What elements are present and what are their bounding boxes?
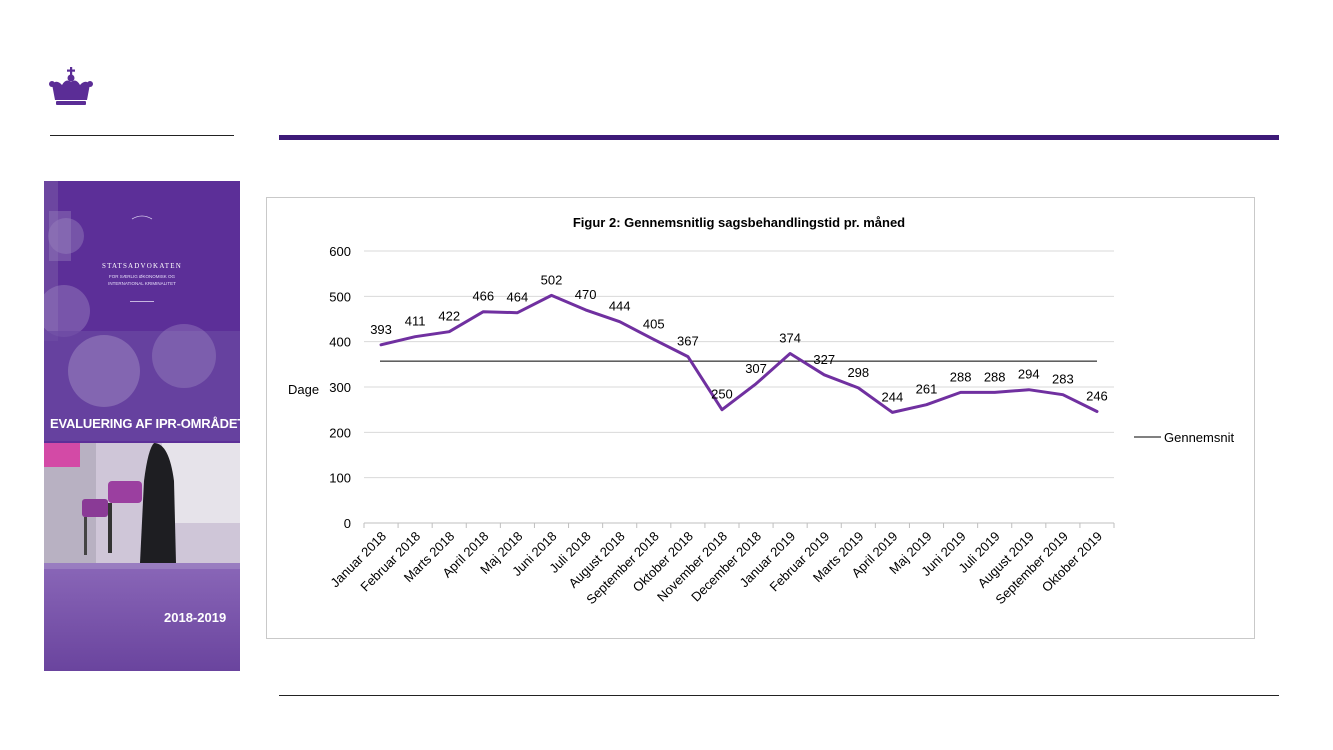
data-label: 261	[916, 382, 938, 397]
crown-logo-icon	[49, 67, 93, 105]
cover-brand: STATSADVOKATEN	[101, 262, 183, 270]
y-tick-label: 500	[329, 289, 351, 304]
series-line	[379, 293, 1099, 414]
data-label: 307	[745, 361, 767, 376]
cover-title: EVALUERING AF IPR-OMRÅDET	[50, 416, 240, 431]
data-label: 298	[847, 365, 869, 380]
data-label: 294	[1018, 367, 1040, 382]
data-label: 464	[507, 290, 529, 305]
data-label: 283	[1052, 372, 1074, 387]
data-label: 288	[984, 369, 1006, 384]
y-tick-label: 600	[329, 244, 351, 259]
data-label: 244	[882, 389, 904, 404]
x-tick-label: Oktober 2019	[1039, 529, 1105, 595]
legend-label-gennemsnit: Gennemsnit	[1164, 430, 1234, 445]
chart-title: Figur 2: Gennemsnitlig sagsbehandlingsti…	[573, 215, 905, 230]
data-label: 405	[643, 316, 665, 331]
cover-illustration	[44, 181, 240, 671]
header-rule-left	[50, 135, 234, 136]
data-label: 327	[813, 352, 835, 367]
cover-years: 2018-2019	[164, 610, 227, 625]
data-label: 422	[438, 309, 460, 324]
y-tick-label: 300	[329, 380, 351, 395]
y-axis-label: Dage	[288, 382, 319, 397]
data-label: 411	[405, 314, 426, 329]
y-tick-label: 0	[344, 516, 351, 531]
y-tick-label: 200	[329, 425, 351, 440]
data-label: 367	[677, 334, 699, 349]
header-rule-accent	[279, 135, 1279, 140]
line-chart: Figur 2: Gennemsnitlig sagsbehandlingsti…	[288, 215, 1234, 607]
data-label: 288	[950, 369, 972, 384]
data-label: 502	[541, 272, 563, 287]
chart-frame: Figur 2: Gennemsnitlig sagsbehandlingsti…	[266, 197, 1255, 639]
data-label: 246	[1086, 388, 1108, 403]
y-tick-label: 400	[329, 335, 351, 350]
data-label: 470	[575, 287, 597, 302]
cover-subtitle-line-1: FOR SÆRLIG ØKONOMISK OG	[108, 274, 175, 279]
data-label: 374	[779, 330, 801, 345]
y-tick-label: 100	[329, 471, 351, 486]
data-label: 444	[609, 299, 631, 314]
report-cover-image: STATSADVOKATEN FOR SÆRLIG ØKONOMISK OG I…	[44, 181, 240, 671]
cover-subtitle-line-2: INTERNATIONAL KRIMINALITET	[108, 281, 176, 286]
data-label: 393	[370, 322, 392, 337]
data-label: 466	[472, 289, 494, 304]
footer-rule	[279, 695, 1279, 696]
data-label: 250	[711, 387, 733, 402]
